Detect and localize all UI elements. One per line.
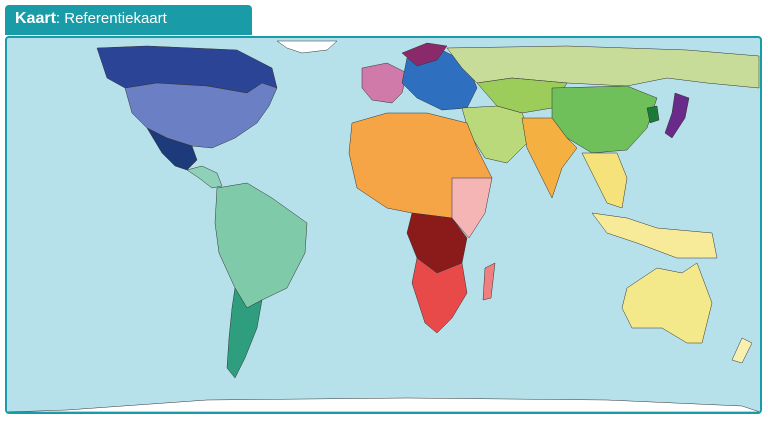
header-label: Kaart	[15, 10, 56, 27]
south-america-south	[226, 287, 263, 379]
scandinavia	[401, 42, 448, 67]
korea	[646, 105, 660, 124]
greenland	[276, 40, 338, 54]
header-name: Referentiekaart	[64, 10, 167, 27]
madagascar	[482, 262, 496, 301]
east-africa	[451, 177, 493, 239]
europe-west	[361, 62, 408, 104]
indonesia	[591, 212, 718, 259]
central-america	[186, 165, 223, 189]
southern-africa	[411, 257, 468, 334]
south-america-north	[214, 182, 308, 309]
australia	[621, 262, 713, 344]
header-tab: Kaart: Referentiekaart	[5, 5, 252, 35]
usa	[124, 82, 278, 149]
southeast-asia	[581, 152, 628, 209]
japan	[664, 92, 690, 139]
header-separator: :	[55, 10, 61, 27]
india	[521, 117, 578, 199]
new-zealand	[731, 337, 753, 364]
world-map	[7, 40, 760, 412]
map-frame	[5, 36, 762, 414]
mexico	[146, 127, 198, 171]
antarctica	[7, 397, 760, 412]
